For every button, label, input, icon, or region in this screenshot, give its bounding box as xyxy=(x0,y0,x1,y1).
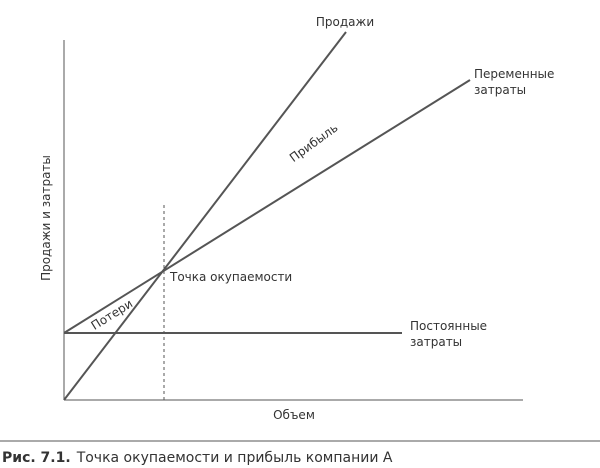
breakeven-label: Точка окупаемости xyxy=(169,270,292,284)
y-axis-label: Продажи и затраты xyxy=(39,155,53,281)
variable-costs-label: Переменные xyxy=(474,67,554,81)
x-axis-label: Объем xyxy=(273,408,315,422)
sales-label: Продажи xyxy=(316,15,374,29)
caption-label: Рис. 7.1. xyxy=(2,450,71,466)
fixed-costs-label: затраты xyxy=(410,335,462,349)
fixed-costs-label: Постоянные xyxy=(410,319,487,333)
caption: Рис. 7.1. Точка окупаемости и прибыль ком… xyxy=(2,450,393,466)
variable-costs-label: затраты xyxy=(474,83,526,97)
caption-text: Точка окупаемости и прибыль компании А xyxy=(76,450,393,466)
profit-label: Прибыль xyxy=(287,121,341,165)
variable-costs-line xyxy=(63,79,471,334)
sales-line xyxy=(63,31,347,401)
